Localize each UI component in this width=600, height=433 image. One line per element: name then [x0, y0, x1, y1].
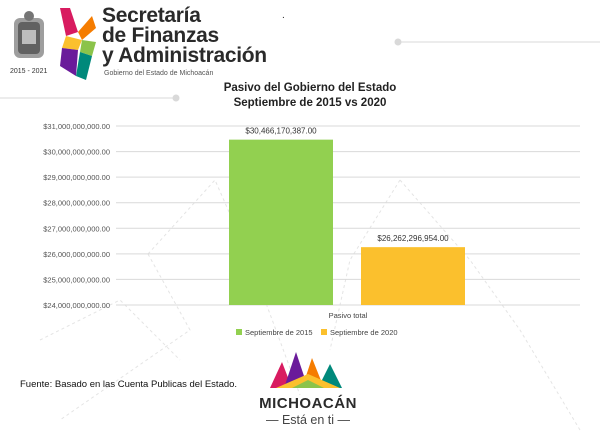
- data-label: $30,466,170,387.00: [245, 127, 317, 136]
- y-tick-label: $29,000,000,000.00: [43, 173, 110, 182]
- legend-swatch: [321, 329, 327, 335]
- government-logo-icon: [60, 8, 96, 80]
- state-seal-icon: [14, 11, 44, 58]
- brand-line: y Administración: [102, 44, 267, 67]
- michoacan-slogan: — Está en ti —: [265, 413, 351, 427]
- legend-label: Septiembre de 2020: [330, 328, 398, 337]
- bar: [229, 139, 333, 305]
- brand-line: Secretaría: [102, 4, 201, 27]
- brand-line: de Finanzas: [102, 24, 219, 47]
- stray-mark: .: [282, 10, 285, 21]
- y-tick-label: $25,000,000,000.00: [43, 275, 110, 284]
- brand-title: Secretaría de Finanzas y Administración: [102, 4, 267, 67]
- y-tick-label: $24,000,000,000.00: [43, 301, 110, 310]
- michoacan-wordmark: MICHOACÁN: [259, 395, 357, 412]
- y-tick-label: $31,000,000,000.00: [43, 122, 110, 131]
- chart-subtitle: Septiembre de 2015 vs 2020: [233, 97, 387, 109]
- legend-swatch: [236, 329, 242, 335]
- y-tick-label: $26,000,000,000.00: [43, 250, 110, 259]
- legend-label: Septiembre de 2015: [245, 328, 313, 337]
- bar: [361, 247, 465, 305]
- data-label: $26,262,296,954.00: [377, 234, 449, 243]
- x-category-label: Pasivo total: [329, 311, 368, 320]
- michoacan-logo-icon: [270, 352, 342, 388]
- source-note: Fuente: Basado en las Cuenta Publicas de…: [20, 379, 238, 390]
- y-tick-label: $27,000,000,000.00: [43, 224, 110, 233]
- chart-title: Pasivo del Gobierno del Estado: [223, 82, 397, 94]
- y-tick-label: $30,000,000,000.00: [43, 148, 110, 157]
- brand-subtitle: Gobierno del Estado de Michoacán: [104, 70, 214, 77]
- seal-years: 2015 - 2021: [10, 68, 48, 75]
- y-tick-label: $28,000,000,000.00: [43, 199, 110, 208]
